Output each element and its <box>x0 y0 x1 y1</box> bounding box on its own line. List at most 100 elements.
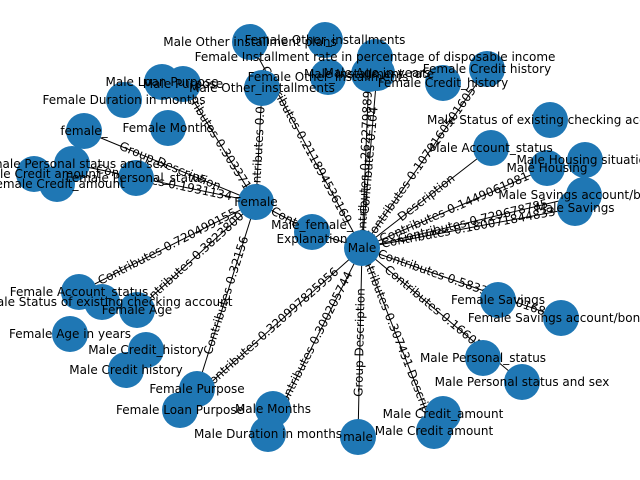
node-label: Male Age in years <box>323 66 430 80</box>
graph-edge <box>136 201 257 311</box>
node-label: Male Months <box>235 402 311 416</box>
node-label: Male Loan Purpose <box>106 75 219 89</box>
node-label: Female Account_status <box>10 285 149 299</box>
nodes-layer <box>16 22 603 455</box>
graph-node[interactable] <box>232 24 268 60</box>
graph-edge <box>83 130 257 203</box>
node-label: Female Other_installments <box>245 33 406 47</box>
edge-label: Contributes 0.049 <box>249 91 269 200</box>
node-label: Male Other installment plans <box>163 35 336 49</box>
node-label: Female Age in years <box>9 327 131 341</box>
graph-node[interactable] <box>108 352 144 388</box>
node-label: Female Installment rate in percentage of… <box>195 50 556 64</box>
graph-node[interactable] <box>165 66 201 102</box>
graph-node[interactable] <box>294 214 330 250</box>
node-label: female_ <box>60 124 108 138</box>
graph-node[interactable] <box>465 340 501 376</box>
graph-node[interactable] <box>238 184 274 220</box>
graph-node[interactable] <box>469 51 505 87</box>
graph-node[interactable] <box>351 56 387 92</box>
graph-node[interactable] <box>250 416 286 452</box>
graph-edge <box>182 83 257 203</box>
node-label: Female Credit amount <box>0 167 101 181</box>
graph-edge <box>361 207 576 249</box>
node-label: Male Credit_history <box>88 343 204 357</box>
node-label: Male Housing <box>506 161 587 175</box>
graph-edge <box>361 194 585 249</box>
graph-node[interactable] <box>310 59 346 95</box>
graph-node[interactable] <box>244 70 280 106</box>
graph-node[interactable] <box>557 190 593 226</box>
graph-edge <box>361 167 548 249</box>
node-label: Male Other_installments <box>189 81 335 95</box>
graph-node[interactable] <box>480 282 516 318</box>
node-label: Male Savings account/bonds <box>498 188 640 202</box>
graph-node[interactable] <box>340 419 376 455</box>
node-label: Female Duration in months <box>42 93 205 107</box>
node-label: Female <box>234 195 277 209</box>
graph-node[interactable] <box>344 230 380 266</box>
node-label: Male Credit amount <box>375 424 494 438</box>
node-label: male <box>343 430 373 444</box>
graph-node[interactable] <box>529 150 565 186</box>
node-label: Female Personal status and sex <box>0 157 167 171</box>
node-label: Male_female_ Explanation <box>271 218 354 246</box>
node-label: Male Personal status and sex <box>435 375 610 389</box>
graph-edge <box>357 247 363 438</box>
node-label: Female Other_installments <box>248 70 409 84</box>
graph-edge <box>361 247 562 319</box>
graph-node[interactable] <box>118 160 154 196</box>
graph-edge <box>78 201 257 293</box>
node-label: Male Account_status <box>429 141 553 155</box>
node-label: Female Credit_amount <box>0 177 125 191</box>
graph-node[interactable] <box>532 102 568 138</box>
graph-node[interactable] <box>162 392 198 428</box>
node-label: Male Personal_status <box>420 351 546 365</box>
node-label: Female Savings account/bonds <box>468 311 640 325</box>
graph-node[interactable] <box>567 142 603 178</box>
graph-node[interactable] <box>106 82 142 118</box>
graph-edge <box>196 201 257 390</box>
node-label: Female Savings <box>451 293 545 307</box>
graph-edge <box>361 247 435 432</box>
node-label: Female Personal_status <box>65 171 206 185</box>
node-label: Female Months <box>122 121 213 135</box>
edge-label: Contributes 0.262279889 D <box>355 77 376 244</box>
node-label: Female Purpose <box>149 382 244 396</box>
graph-edge <box>361 147 492 249</box>
node-label: Female Credit_history <box>378 76 509 90</box>
node-label: Male <box>348 241 376 255</box>
node-label: Female Status of existing checking accou… <box>0 295 233 309</box>
graph-edge <box>361 68 488 249</box>
graph-edge <box>361 73 370 249</box>
graph-node[interactable] <box>119 292 155 328</box>
graph-node[interactable] <box>66 113 102 149</box>
graph-node[interactable] <box>84 284 120 320</box>
node-label: Male Status of existing checking account <box>427 113 640 127</box>
node-label: Female Age <box>102 303 172 317</box>
graph-node[interactable] <box>425 65 461 101</box>
graph-edge <box>361 72 378 249</box>
node-label: Female Credit history <box>423 62 551 76</box>
graph-node[interactable] <box>52 316 88 352</box>
node-label: Male Credit history <box>69 363 182 377</box>
node-label: Male Savings <box>535 201 614 215</box>
graph-node[interactable] <box>150 110 186 146</box>
node-label: Male Credit_amount <box>383 407 504 421</box>
graph-node[interactable] <box>416 413 452 449</box>
node-label: Male Duration in months <box>194 427 342 441</box>
graph-edge <box>255 87 263 203</box>
graph-node[interactable] <box>504 364 540 400</box>
graph-node[interactable] <box>473 130 509 166</box>
node-label: Male Purpose <box>143 77 223 91</box>
node-label: Male Installment_rate <box>304 67 434 81</box>
node-label: Male Housing situation <box>516 153 640 167</box>
graph-node[interactable] <box>307 22 343 58</box>
graph-node[interactable] <box>39 166 75 202</box>
edge-label: Group Description <box>351 288 367 397</box>
graph-node[interactable] <box>543 300 579 336</box>
graph-edge <box>71 163 257 203</box>
